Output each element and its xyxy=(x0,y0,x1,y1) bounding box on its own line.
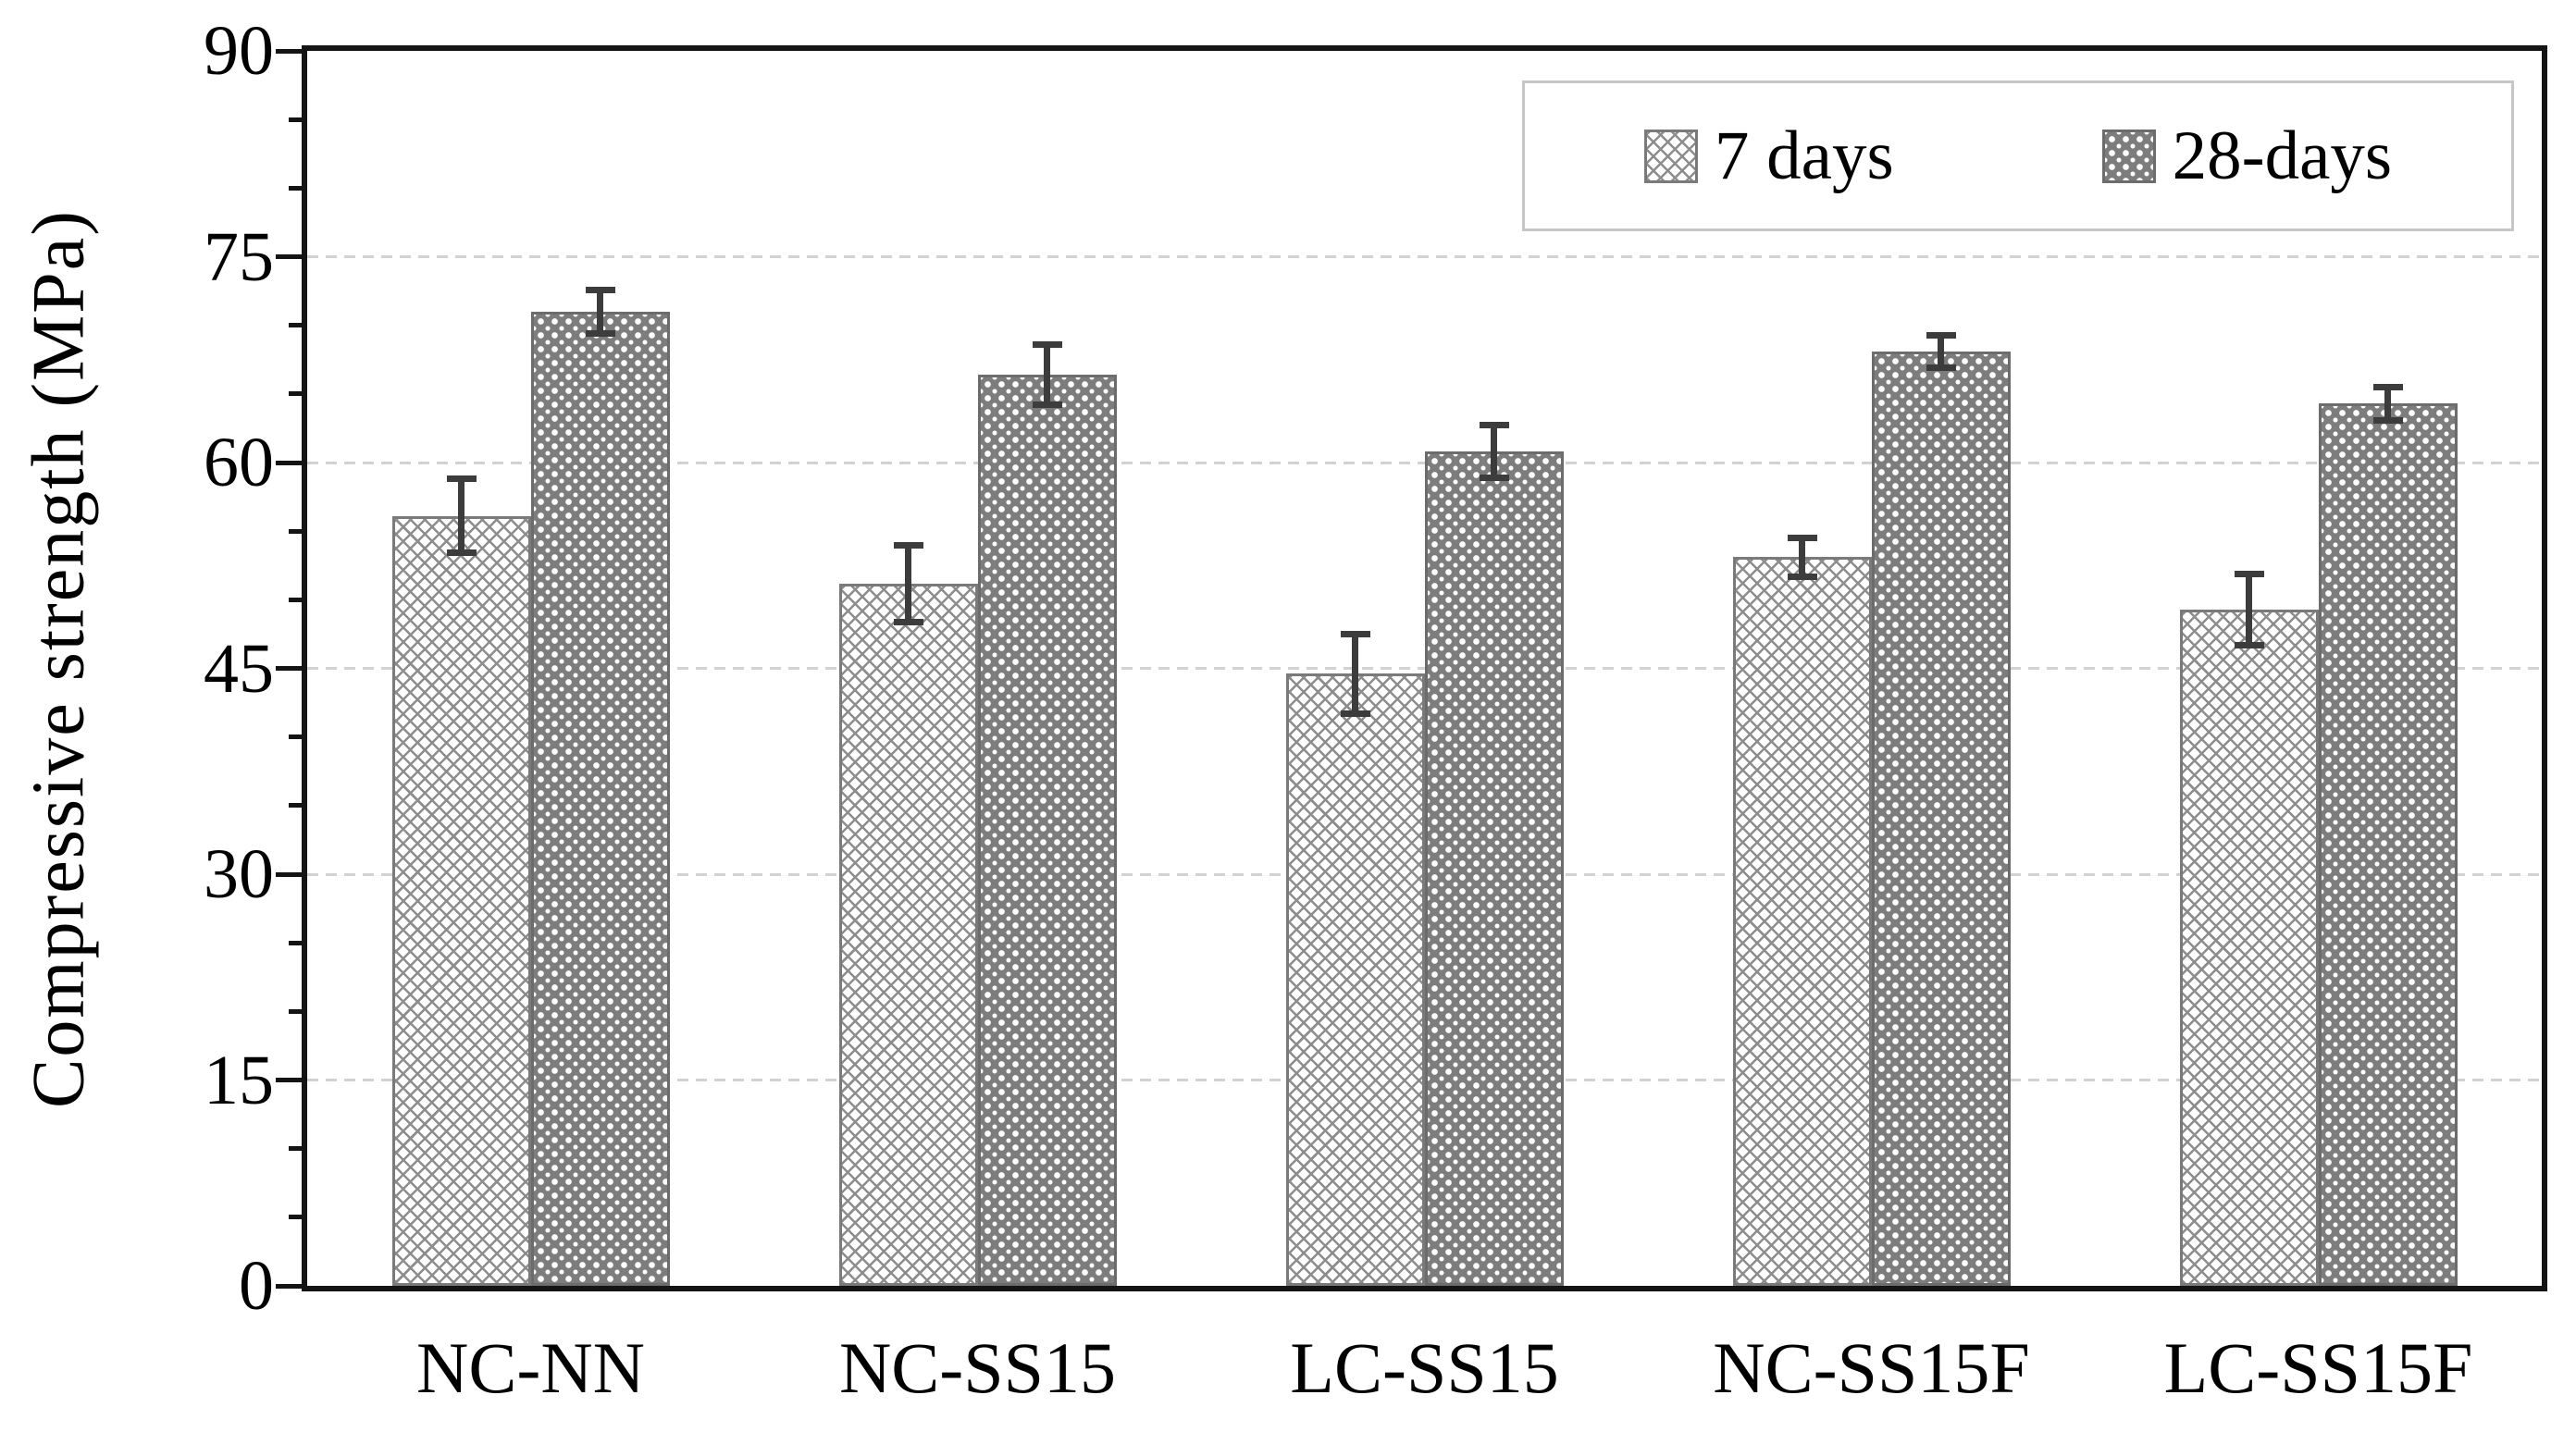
legend-swatch-28-days xyxy=(2101,129,2156,183)
bar-7-days-NC-SS15 xyxy=(838,583,978,1286)
y-tick-minor-5 xyxy=(289,1215,307,1220)
y-tick-major-75 xyxy=(276,254,307,259)
error-bar-28-days-LC-SS15-cap-top xyxy=(1479,422,1509,429)
bar-7-days-NC-NN xyxy=(391,515,531,1286)
bar-7-days-LC-SS15F xyxy=(2179,609,2319,1286)
error-bar-28-days-LC-SS15-cap-bottom xyxy=(1479,474,1509,481)
y-tick-label-30: 30 xyxy=(204,835,274,913)
error-bar-28-days-NC-SS15-line xyxy=(1044,344,1050,405)
y-tick-major-15 xyxy=(276,1078,307,1082)
error-bar-28-days-NC-NN-cap-bottom xyxy=(585,330,615,338)
bar-7-days-LC-SS15 xyxy=(1285,673,1425,1286)
y-tick-label-90: 90 xyxy=(204,12,274,90)
error-bar-28-days-NC-SS15-cap-top xyxy=(1032,340,1062,348)
legend-item-7-days: 7 days xyxy=(1643,117,1894,194)
y-tick-major-60 xyxy=(276,460,307,465)
y-tick-minor-80 xyxy=(289,185,307,191)
error-bar-7-days-LC-SS15-cap-top xyxy=(1340,630,1370,637)
x-category-label-NC-SS15F: NC-SS15F xyxy=(1713,1327,2030,1408)
y-tick-minor-35 xyxy=(289,803,307,809)
y-tick-minor-10 xyxy=(289,1146,307,1152)
error-bar-7-days-NC-SS15-cap-top xyxy=(893,541,923,549)
x-category-label-LC-SS15F: LC-SS15F xyxy=(2163,1327,2473,1408)
legend: 7 days 28-days xyxy=(1522,80,2514,231)
bar-28-days-NC-SS15F xyxy=(1871,351,2011,1286)
x-category-label-LC-SS15: LC-SS15 xyxy=(1290,1327,1559,1408)
y-tick-minor-55 xyxy=(289,528,307,534)
y-tick-minor-70 xyxy=(289,323,307,328)
error-bar-28-days-NC-SS15-cap-bottom xyxy=(1032,401,1062,409)
error-bar-7-days-NC-NN-line xyxy=(458,478,464,553)
y-tick-major-0 xyxy=(276,1283,307,1289)
error-bar-7-days-LC-SS15-cap-bottom xyxy=(1340,710,1370,717)
y-tick-label-15: 15 xyxy=(204,1041,274,1119)
error-bar-28-days-NC-NN-cap-top xyxy=(585,286,615,293)
error-bar-28-days-NC-NN-line xyxy=(597,290,603,334)
y-tick-minor-20 xyxy=(289,1008,307,1014)
error-bar-28-days-NC-SS15F-line xyxy=(1938,335,1944,368)
y-tick-major-90 xyxy=(276,48,307,54)
error-bar-7-days-NC-SS15F-cap-bottom xyxy=(1787,573,1817,580)
error-bar-7-days-LC-SS15-line xyxy=(1352,634,1358,714)
error-bar-7-days-LC-SS15F-line xyxy=(2246,574,2252,646)
y-tick-minor-65 xyxy=(289,391,307,397)
x-category-label-NC-NN: NC-NN xyxy=(416,1327,645,1408)
legend-item-28-days: 28-days xyxy=(2101,117,2393,194)
y-tick-label-0: 0 xyxy=(239,1247,274,1325)
error-bar-7-days-NC-NN-cap-bottom xyxy=(446,549,477,557)
y-tick-label-60: 60 xyxy=(204,424,274,501)
legend-label-28-days: 28-days xyxy=(2172,117,2393,194)
error-bar-7-days-NC-SS15-line xyxy=(905,545,911,623)
error-bar-7-days-LC-SS15F-cap-top xyxy=(2234,570,2264,577)
y-tick-minor-50 xyxy=(289,597,307,602)
y-tick-major-45 xyxy=(276,666,307,671)
y-tick-label-45: 45 xyxy=(204,629,274,708)
legend-label-7-days: 7 days xyxy=(1714,117,1894,194)
y-tick-major-30 xyxy=(276,871,307,877)
error-bar-7-days-NC-SS15F-line xyxy=(1799,537,1805,577)
bar-28-days-NC-SS15 xyxy=(977,375,1117,1286)
error-bar-7-days-NC-SS15-cap-bottom xyxy=(893,618,923,625)
gridline-75 xyxy=(307,255,2542,258)
error-bar-28-days-NC-SS15F-cap-bottom xyxy=(1926,364,1956,372)
y-tick-minor-25 xyxy=(289,940,307,945)
bar-7-days-NC-SS15F xyxy=(1732,557,1872,1286)
y-tick-minor-40 xyxy=(289,735,307,740)
error-bar-7-days-NC-SS15F-cap-top xyxy=(1787,535,1817,542)
error-bar-7-days-NC-NN-cap-top xyxy=(446,475,477,483)
bar-28-days-LC-SS15F xyxy=(2318,403,2458,1286)
error-bar-28-days-LC-SS15F-line xyxy=(2384,387,2391,420)
error-bar-28-days-LC-SS15F-cap-top xyxy=(2372,383,2403,390)
bar-28-days-NC-NN xyxy=(530,311,670,1286)
error-bar-28-days-NC-SS15F-cap-top xyxy=(1926,331,1956,339)
legend-swatch-7-days xyxy=(1643,129,1698,183)
bar-28-days-LC-SS15 xyxy=(1424,451,1564,1286)
error-bar-28-days-LC-SS15F-cap-bottom xyxy=(2372,416,2403,424)
y-tick-minor-85 xyxy=(289,117,307,122)
y-tick-label-75: 75 xyxy=(204,217,274,296)
error-bar-28-days-LC-SS15-line xyxy=(1491,425,1497,478)
plot-area xyxy=(307,51,2542,1286)
error-bar-7-days-LC-SS15F-cap-bottom xyxy=(2234,641,2264,648)
x-category-label-NC-SS15: NC-SS15 xyxy=(838,1327,1117,1408)
